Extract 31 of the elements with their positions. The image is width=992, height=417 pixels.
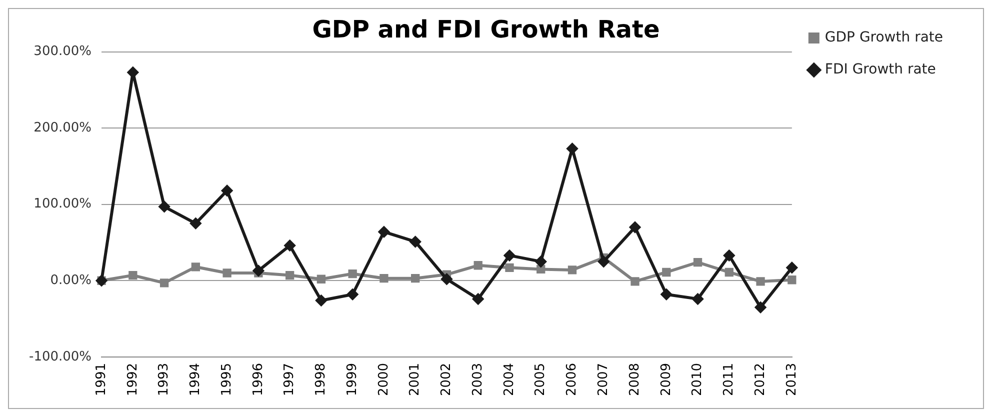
x-tick-label: 1999 [344,362,360,396]
x-tick-label: 2007 [596,362,612,396]
y-tick-label: 200.00% [34,120,92,136]
y-tick-label: 300.00% [34,44,92,60]
x-tick-label: 1995 [219,362,234,396]
x-tick-label: 1997 [282,362,298,396]
x-tick-label: 1992 [125,362,140,396]
y-tick-label: 0.00% [50,273,92,288]
x-tick-label: 1991 [94,362,109,396]
chart-title: GDP and FDI Growth Rate [312,16,660,44]
y-tick-label: 100.00% [34,196,92,212]
x-tick-label: 2003 [470,362,486,396]
x-tick-label: 1994 [188,362,204,396]
x-tick-label: 1998 [314,362,329,396]
x-tick-label: 2010 [690,362,706,396]
x-tick-label: 2013 [784,362,800,396]
x-tick-label: 2005 [533,362,548,396]
legend-label: GDP Growth rate [824,30,944,46]
legend-label: FDI Growth rate [824,62,936,78]
x-tick-label: 2009 [658,362,674,396]
x-tick-label: 2006 [564,362,580,396]
x-tick-label: 1993 [156,362,172,396]
x-tick-label: 2000 [376,362,392,396]
x-tick-label: 2011 [722,362,737,396]
x-tick-label: 1996 [250,362,266,396]
x-tick-label: 2004 [502,362,517,396]
x-tick-label: 2001 [408,362,423,396]
x-tick-label: 2008 [627,362,642,396]
x-tick-label: 2002 [439,362,454,396]
y-tick-label: -100.00% [29,349,92,364]
x-tick-label: 2012 [752,362,768,396]
